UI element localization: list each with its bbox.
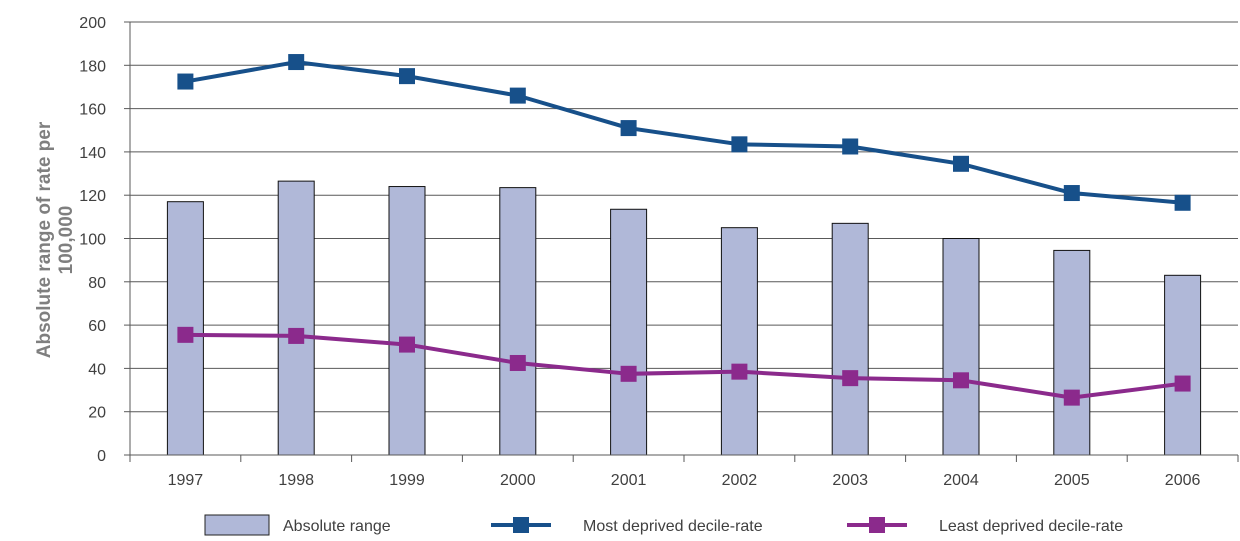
y-axis-label-line-2: 100,000 [56,206,77,275]
marker-most-deprived-decile-rate [620,120,637,137]
bar-absolute-range [499,187,537,456]
legend-item-absolute-range: Absolute range [204,514,391,536]
y-tick-label: 0 [97,448,106,465]
y-axis-label-line-1: Absolute range of rate per [34,121,55,358]
y-tick-label: 140 [79,145,106,162]
x-tick-label: 2002 [722,472,758,489]
legend-swatch-bar [204,514,270,536]
legend-label-absolute-range: Absolute range [283,518,391,535]
y-tick-label: 200 [79,15,106,32]
marker-most-deprived-decile-rate [288,54,305,71]
marker-most-deprived-decile-rate [399,68,415,85]
marker-most-deprived-decile-rate [509,87,526,104]
y-tick-label: 80 [88,275,106,292]
x-tick-label: 1998 [278,472,314,489]
x-tick-label: 2000 [500,472,536,489]
marker-least-deprived-decile-rate [953,372,969,389]
line-series [177,54,1191,406]
axes [124,21,1239,462]
x-tick-label: 2003 [832,472,868,489]
y-tick-label: 180 [79,58,106,75]
legend-marker-most-deprived [513,517,529,533]
marker-most-deprived-decile-rate [1063,185,1080,202]
bar-absolute-range [831,222,869,456]
marker-least-deprived-decile-rate [731,363,748,380]
x-tick-label: 2006 [1165,472,1201,489]
x-tick-label: 1999 [389,472,425,489]
bar-absolute-range [942,238,980,456]
marker-most-deprived-decile-rate [1174,194,1191,211]
marker-least-deprived-decile-rate [288,327,305,344]
bar-series [166,180,1202,456]
bar-absolute-range [720,227,758,456]
marker-least-deprived-decile-rate [842,370,859,387]
bar-absolute-range [610,208,648,456]
marker-least-deprived-decile-rate [1174,375,1191,392]
x-tick-label: 2001 [611,472,647,489]
legend: Absolute range Most deprived decile-rate… [204,514,1123,536]
marker-least-deprived-decile-rate [509,354,526,371]
line-most-deprived-decile-rate [185,60,1183,205]
y-tick-label: 120 [79,188,106,205]
y-tick-label: 60 [88,318,106,335]
x-tick-label: 2005 [1054,472,1090,489]
marker-least-deprived-decile-rate [177,326,194,343]
x-tick-labels: 1997 1998 1999 2000 2001 2002 2003 2004 2005 2006 [168,472,1201,489]
legend-label-least-deprived: Least deprived decile-rate [939,518,1123,535]
marker-most-deprived-decile-rate [731,136,748,153]
y-tick-label: 100 [79,232,106,249]
y-tick-labels: 0 20 40 60 80 100 120 140 160 180 200 [79,15,106,465]
bar-absolute-range [1164,274,1202,456]
marker-least-deprived-decile-rate [1063,389,1080,406]
bar-absolute-range [388,186,426,456]
marker-least-deprived-decile-rate [620,365,637,382]
legend-label-most-deprived: Most deprived decile-rate [583,518,763,535]
legend-item-least-deprived: Least deprived decile-rate [847,517,1123,535]
x-tick-label: 1997 [168,472,204,489]
x-tick-label: 2004 [943,472,979,489]
y-tick-label: 20 [88,405,106,422]
marker-most-deprived-decile-rate [953,155,969,172]
y-tick-label: 40 [88,361,106,378]
marker-most-deprived-decile-rate [842,138,859,155]
marker-least-deprived-decile-rate [399,336,415,353]
legend-marker-least-deprived [869,517,885,533]
y-tick-label: 160 [79,102,106,119]
bar-absolute-range [1053,249,1091,456]
line-least-deprived-decile-rate [185,332,1183,400]
marker-most-deprived-decile-rate [177,73,194,90]
bar-absolute-range [277,180,315,456]
legend-item-most-deprived: Most deprived decile-rate [491,517,763,535]
